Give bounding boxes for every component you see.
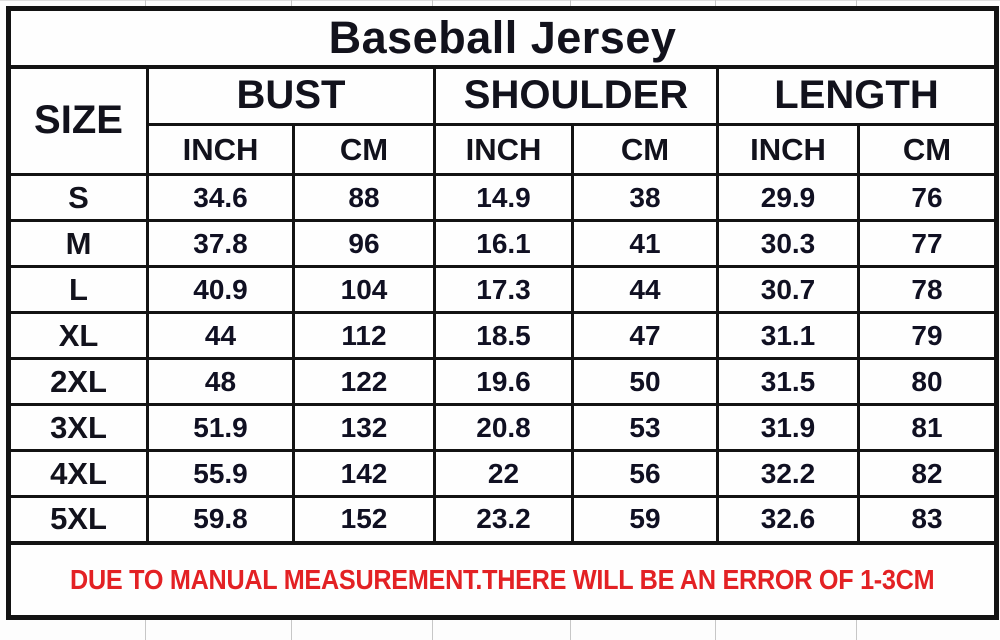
size-cell: 2XL: [7, 357, 149, 406]
col-header-length-inch: INCH: [716, 123, 860, 176]
table-row-5xl: 5XL 59.8 152 23.2 59 32.6 83: [7, 495, 999, 544]
bust-inch-cell: 34.6: [146, 173, 295, 222]
gridline-stub: [570, 0, 571, 7]
measurement-note: DUE TO MANUAL MEASUREMENT.THERE WILL BE …: [70, 563, 935, 595]
length-inch-cell: 32.6: [716, 495, 860, 544]
table-row-3xl: 3XL 51.9 132 20.8 53 31.9 81: [7, 403, 999, 452]
col-header-size: SIZE: [7, 65, 149, 176]
col-header-shoulder: SHOULDER: [433, 65, 719, 126]
bust-inch-cell: 59.8: [146, 495, 295, 544]
col-header-shoulder-inch: INCH: [433, 123, 574, 176]
bust-inch-cell: 40.9: [146, 265, 295, 314]
unit-header-row: INCH CM INCH CM INCH CM: [9, 123, 999, 176]
bust-cm-cell: 122: [292, 357, 436, 406]
bust-inch-cell: 48: [146, 357, 295, 406]
page-title: Baseball Jersey: [6, 7, 999, 69]
size-cell: XL: [7, 311, 149, 360]
length-cm-cell: 82: [856, 449, 999, 498]
length-inch-cell: 29.9: [716, 173, 860, 222]
bust-cm-cell: 96: [292, 219, 436, 268]
shoulder-inch-cell: 17.3: [433, 265, 574, 314]
table-row-xl: XL 44 112 18.5 47 31.1 79: [7, 311, 999, 360]
table-row-2xl: 2XL 48 122 19.6 50 31.5 80: [7, 357, 999, 406]
bust-inch-cell: 37.8: [146, 219, 295, 268]
gridline-stub: [432, 0, 433, 7]
shoulder-cm-cell: 59: [571, 495, 719, 544]
length-cm-cell: 76: [856, 173, 999, 222]
col-header-bust: BUST: [146, 65, 436, 126]
gridline-stub: [291, 619, 292, 640]
bust-inch-cell: 51.9: [146, 403, 295, 452]
gridline-stub: [715, 619, 716, 640]
table-row-m: M 37.8 96 16.1 41 30.3 77: [7, 219, 999, 268]
col-header-shoulder-cm: CM: [571, 123, 719, 176]
shoulder-cm-cell: 38: [571, 173, 719, 222]
bust-cm-cell: 112: [292, 311, 436, 360]
col-header-bust-cm: CM: [292, 123, 436, 176]
length-cm-cell: 78: [856, 265, 999, 314]
shoulder-cm-cell: 53: [571, 403, 719, 452]
gridline-stub: [145, 619, 146, 640]
bust-cm-cell: 132: [292, 403, 436, 452]
size-cell: 4XL: [7, 449, 149, 498]
gridline-stub: [145, 0, 146, 7]
gridline-stub: [432, 619, 433, 640]
size-cell: M: [7, 219, 149, 268]
col-header-length-cm: CM: [856, 123, 999, 176]
bust-cm-cell: 152: [292, 495, 436, 544]
table-row-s: S 34.6 88 14.9 38 29.9 76: [7, 173, 999, 222]
length-inch-cell: 30.7: [716, 265, 860, 314]
shoulder-inch-cell: 20.8: [433, 403, 574, 452]
bust-cm-cell: 88: [292, 173, 436, 222]
shoulder-inch-cell: 22: [433, 449, 574, 498]
gridline-stub: [856, 0, 857, 7]
shoulder-cm-cell: 44: [571, 265, 719, 314]
size-cell: S: [7, 173, 149, 222]
gridline-stub: [856, 619, 857, 640]
table-row-4xl: 4XL 55.9 142 22 56 32.2 82: [7, 449, 999, 498]
length-cm-cell: 80: [856, 357, 999, 406]
shoulder-cm-cell: 56: [571, 449, 719, 498]
group-header-row: SIZE BUST SHOULDER LENGTH: [7, 65, 999, 176]
title-row: Baseball Jersey: [6, 7, 999, 69]
shoulder-inch-cell: 19.6: [433, 357, 574, 406]
shoulder-cm-cell: 47: [571, 311, 719, 360]
col-header-bust-inch: INCH: [146, 123, 295, 176]
length-inch-cell: 31.9: [716, 403, 860, 452]
shoulder-inch-cell: 23.2: [433, 495, 574, 544]
shoulder-inch-cell: 14.9: [433, 173, 574, 222]
gridline-stub: [570, 619, 571, 640]
bust-cm-cell: 104: [292, 265, 436, 314]
length-cm-cell: 83: [856, 495, 999, 544]
gridline-stub: [715, 0, 716, 7]
length-cm-cell: 81: [856, 403, 999, 452]
shoulder-inch-cell: 18.5: [433, 311, 574, 360]
shoulder-inch-cell: 16.1: [433, 219, 574, 268]
measurement-note-cell: DUE TO MANUAL MEASUREMENT.THERE WILL BE …: [6, 540, 999, 619]
note-row: DUE TO MANUAL MEASUREMENT.THERE WILL BE …: [6, 540, 999, 619]
shoulder-cm-cell: 41: [571, 219, 719, 268]
size-chart-table: Baseball Jersey SIZE BUST SHOULDER LENGT…: [6, 6, 1000, 620]
spreadsheet-gridline-top: [0, 0, 1000, 1]
bust-inch-cell: 55.9: [146, 449, 295, 498]
bust-inch-cell: 44: [146, 311, 295, 360]
bust-cm-cell: 142: [292, 449, 436, 498]
length-inch-cell: 32.2: [716, 449, 860, 498]
size-cell: 5XL: [7, 495, 149, 544]
length-inch-cell: 31.5: [716, 357, 860, 406]
length-cm-cell: 79: [856, 311, 999, 360]
size-cell: L: [7, 265, 149, 314]
table-row-l: L 40.9 104 17.3 44 30.7 78: [7, 265, 999, 314]
length-inch-cell: 30.3: [716, 219, 860, 268]
size-cell: 3XL: [7, 403, 149, 452]
col-header-length: LENGTH: [715, 65, 999, 126]
length-cm-cell: 77: [856, 219, 999, 268]
shoulder-cm-cell: 50: [571, 357, 719, 406]
gridline-stub: [291, 0, 292, 7]
length-inch-cell: 31.1: [716, 311, 860, 360]
